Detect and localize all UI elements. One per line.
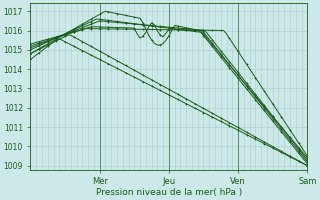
X-axis label: Pression niveau de la mer( hPa ): Pression niveau de la mer( hPa ) [96,188,242,197]
